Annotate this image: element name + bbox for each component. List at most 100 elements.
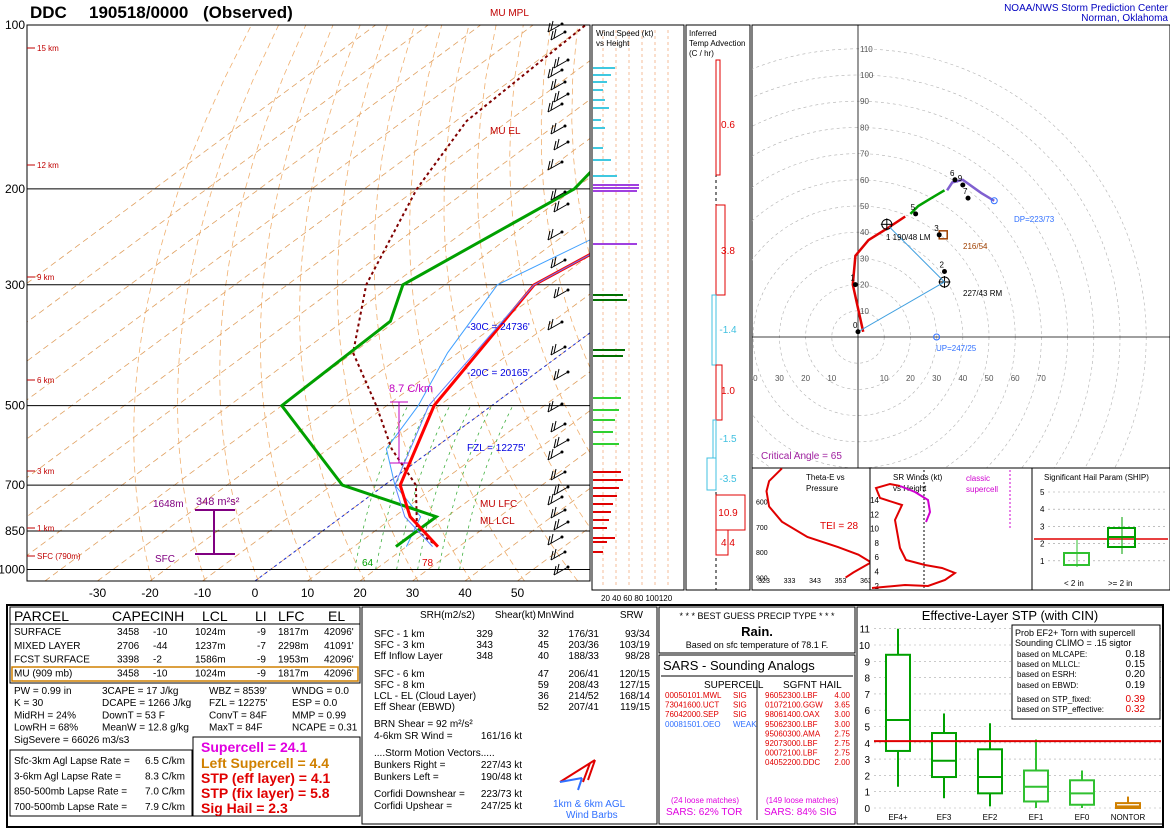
stp-box-EF2: EF2 bbox=[978, 723, 1002, 822]
classic-label: classic bbox=[966, 474, 990, 483]
sars-hail-date-1: 01072100.GGW bbox=[765, 701, 823, 710]
precip-basis: Based on sfc temperature of 78.1 F. bbox=[686, 640, 829, 650]
pressure-tick-850: 850 bbox=[5, 524, 25, 538]
sfc-temp-label: 78 bbox=[422, 558, 434, 569]
kin-cell-5-4: 168/14 bbox=[619, 691, 650, 702]
hodo-ring-label-90: 90 bbox=[860, 97, 869, 106]
kin-cell-6-0: Eff Shear (EBWD) bbox=[374, 702, 455, 713]
hodo-ring-label-50: 50 bbox=[860, 202, 869, 211]
barb-dot bbox=[567, 521, 570, 524]
advection-title2: Temp Advection bbox=[689, 39, 745, 48]
hodo-x-tick-4: 30 bbox=[775, 374, 784, 383]
stp-y-tick-3: 3 bbox=[864, 755, 870, 766]
kin-cell-0-0: SFC - 1 km bbox=[374, 629, 425, 640]
kin-cell-6-3: 207/41 bbox=[568, 702, 599, 713]
kin-cell-5-3: 214/52 bbox=[568, 691, 599, 702]
precip-type: Rain. bbox=[741, 624, 773, 639]
hodo-ring-label-30: 30 bbox=[860, 254, 869, 263]
wind-barb bbox=[554, 91, 570, 102]
hodo-km-label-2: 2 bbox=[939, 261, 944, 270]
hodo-km-dot bbox=[853, 282, 858, 287]
stp-prob-label-3: based on EBWD: bbox=[1017, 681, 1078, 690]
stp-eff-layer: STP (eff layer) = 4.1 bbox=[201, 770, 331, 786]
kin-cell-2-0: Eff Inflow Layer bbox=[374, 651, 443, 662]
parcel-cell-2-2: -2 bbox=[153, 655, 162, 666]
hodo-km-dot bbox=[856, 329, 861, 334]
mu-lfc-label: MU LFC bbox=[480, 499, 517, 510]
eff-inflow-base-label: 1648m bbox=[153, 499, 184, 510]
left-supercell-composite: Left Supercell = 4.4 bbox=[201, 755, 329, 771]
wind-barb bbox=[554, 484, 570, 495]
sars-hail-loose: (149 loose matches) bbox=[766, 796, 839, 805]
theta-x-tick-333: 333 bbox=[784, 578, 796, 585]
theta-x-tick-323: 323 bbox=[758, 578, 770, 585]
lapse-rate-bracket bbox=[390, 402, 408, 463]
kin-cell-2-1: 348 bbox=[476, 651, 493, 662]
barb-flag bbox=[557, 287, 559, 296]
lapse-rate-label-3: 700-500mb Lapse Rate = bbox=[14, 802, 127, 813]
isotherm bbox=[0, 25, 533, 581]
lapse-rates: Sfc-3km Agl Lapse Rate =6.5 C/km3-6km Ag… bbox=[10, 750, 192, 816]
sars-title: SARS - Sounding Analogs bbox=[663, 658, 815, 673]
lapse-rate-label-0: Sfc-3km Agl Lapse Rate = bbox=[14, 756, 130, 767]
stp-y-tick-9: 9 bbox=[864, 657, 870, 668]
sars-hail-date-5: 92073000.LBF bbox=[765, 739, 818, 748]
barb-staff bbox=[551, 260, 565, 268]
barb-dot bbox=[567, 486, 570, 489]
parcel-cell-3-1: 3458 bbox=[117, 668, 140, 679]
hodo-km-dot bbox=[937, 232, 942, 237]
sars-hail-size-2: 3.00 bbox=[834, 710, 850, 719]
temp-tick--30: -30 bbox=[89, 586, 107, 600]
barb-staff bbox=[551, 82, 565, 90]
theta-y-tick-700: 700 bbox=[756, 525, 768, 532]
sr-y-tick-2: 2 bbox=[875, 582, 880, 591]
sr-y-tick-10: 10 bbox=[870, 525, 879, 534]
barb-flag bbox=[551, 229, 553, 238]
barb-flag bbox=[551, 159, 553, 168]
barb-dot bbox=[561, 536, 564, 539]
barb-flag bbox=[551, 449, 553, 458]
advection-value-5: -3.5 bbox=[719, 474, 737, 485]
sars-hail-size-3: 3.00 bbox=[834, 720, 850, 729]
kin-header-2: MnWind bbox=[537, 610, 574, 621]
kin-cell-4-4: 127/15 bbox=[619, 680, 650, 691]
kin-cell-4-0: SFC - 8 km bbox=[374, 680, 425, 691]
parcel-cell-3-6: 42096' bbox=[324, 668, 354, 679]
wind-speed-panel: Wind Speed (kt) vs Height 20 40 60 80 10… bbox=[592, 25, 684, 603]
kin-cell-4-2: 59 bbox=[538, 680, 550, 691]
parcel-cell-0-2: -10 bbox=[153, 627, 168, 638]
isotherm bbox=[0, 25, 376, 581]
barb-dot bbox=[561, 161, 564, 164]
parcel-cell-1-3: 1237m bbox=[195, 641, 226, 652]
hodo-km-label-3: 3 bbox=[934, 224, 939, 233]
barb-dot bbox=[561, 403, 564, 406]
stp-prob-label-4: based on STP_fixed: bbox=[1017, 695, 1091, 704]
stp-y-tick-2: 2 bbox=[864, 771, 870, 782]
kin-cell-3-2: 47 bbox=[538, 669, 550, 680]
sars-sup-date-3: 00081501.OEO bbox=[665, 720, 721, 729]
hodo-up-label: UP=247/25 bbox=[936, 344, 977, 353]
theta-x-tick-343: 343 bbox=[809, 578, 821, 585]
wind-barb bbox=[554, 201, 570, 212]
barb-staff bbox=[554, 372, 568, 380]
stp-y-tick-10: 10 bbox=[859, 641, 871, 652]
hodo-ring-label-60: 60 bbox=[860, 176, 869, 185]
sars-sup-class-1: SIG bbox=[733, 701, 747, 710]
parcel-cell-2-1: 3398 bbox=[117, 655, 140, 666]
parcel-header-2: CINH bbox=[150, 608, 184, 624]
hodo-x-tick-7: 10 bbox=[880, 374, 889, 383]
hodo-ring-label-40: 40 bbox=[860, 228, 869, 237]
temp-tick-50: 50 bbox=[511, 586, 525, 600]
advection-title1: Inferred bbox=[689, 29, 717, 38]
hodo-lm-label: 1 190/48 LM bbox=[886, 233, 931, 242]
supercell-composite: Supercell = 24.1 bbox=[201, 739, 307, 755]
stp-cat-EF0: EF0 bbox=[1075, 813, 1090, 822]
kin-header-3: SRW bbox=[620, 610, 644, 621]
hodo-km-label-0: 0 bbox=[853, 321, 858, 330]
stp-box-NONTOR: NONTOR bbox=[1111, 797, 1146, 822]
barb-flag bbox=[554, 189, 556, 198]
sars-hail-date-7: 04052200.DDC bbox=[765, 758, 820, 767]
corfidi-up-value: 247/25 kt bbox=[481, 801, 522, 812]
